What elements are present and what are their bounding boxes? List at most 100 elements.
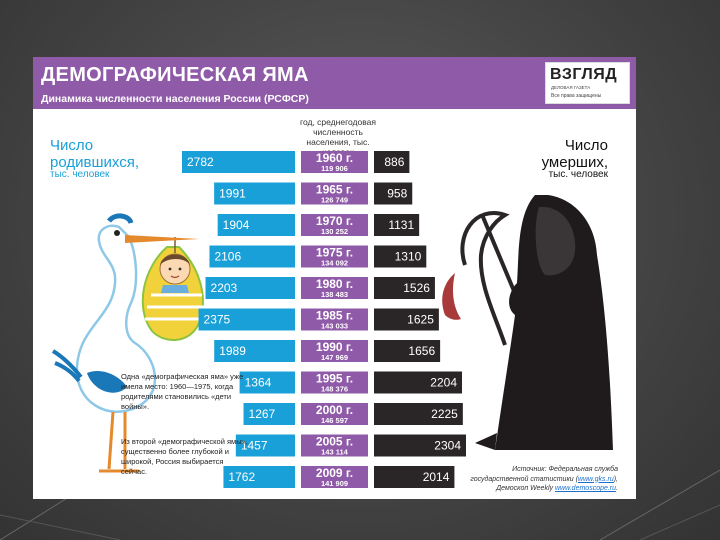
births-bar: [205, 277, 295, 299]
population-label: 138 483: [321, 290, 348, 299]
stork-illustration: [51, 213, 204, 473]
births-bar: [214, 182, 295, 205]
year-label: 1975 г.: [316, 246, 353, 260]
year-box: [301, 403, 368, 425]
population-label: 146 597: [321, 416, 348, 425]
births-bar: [217, 214, 295, 236]
deaths-bar: [374, 434, 466, 457]
year-box: [301, 214, 368, 236]
brand-logo: ВЗГЛЯД ДЕЛОВАЯ ГАЗЕТА Все права защищены: [545, 62, 630, 104]
deaths-value-label: 2204: [430, 376, 457, 390]
deaths-bar: [374, 403, 463, 425]
deaths-value-label: 1656: [408, 344, 435, 358]
births-bar: [235, 434, 295, 457]
brand-rights: Все права защищены: [551, 93, 602, 99]
year-box: [301, 277, 368, 299]
births-value-label: 1267: [249, 407, 276, 421]
year-box: [301, 151, 368, 173]
deaths-value-label: 1625: [407, 313, 434, 327]
grim-reaper-illustration: [442, 195, 613, 450]
population-label: 134 092: [321, 259, 348, 268]
births-unit: тыс. человек: [50, 169, 110, 180]
population-label: 143 033: [321, 322, 348, 331]
deaths-bar: [374, 182, 413, 205]
deaths-value-label: 2014: [423, 470, 450, 484]
population-label: 147 969: [321, 353, 348, 362]
brand-name: ВЗГЛЯД: [550, 66, 618, 83]
births-bar: [243, 403, 295, 425]
deaths-bar: [374, 245, 427, 268]
births-bar: [223, 466, 295, 488]
note-first-pit: Одна «демографическая яма» уже имела мес…: [121, 372, 244, 411]
deaths-bar: [374, 308, 439, 331]
deaths-value-label: 1526: [403, 281, 430, 295]
year-box: [301, 340, 368, 362]
population-label: 148 376: [321, 385, 348, 394]
year-box: [301, 308, 368, 331]
deaths-value-label: 1310: [395, 250, 422, 264]
source-line3-suffix: .: [616, 485, 618, 492]
population-label: 143 114: [321, 448, 349, 457]
births-title-line2: родившихся,: [50, 154, 139, 171]
deaths-bar: [374, 340, 441, 362]
births-value-label: 1989: [219, 344, 246, 358]
deaths-value-label: 886: [384, 155, 404, 169]
source-line2-suffix: ),: [613, 475, 618, 483]
year-label: 2009 г.: [316, 466, 353, 480]
year-box: [301, 434, 368, 457]
deaths-bar: [374, 277, 435, 299]
source-line2: государственной статистики (www.gks.ru),: [470, 475, 618, 485]
year-label: 1980 г.: [316, 277, 353, 291]
births-value-label: 1762: [228, 470, 255, 484]
deaths-value-label: 2225: [431, 407, 458, 421]
births-bar: [182, 151, 295, 173]
gks-link[interactable]: www.gks.ru: [577, 475, 614, 483]
year-label: 1960 г.: [316, 151, 353, 165]
year-label: 1985 г.: [316, 309, 353, 323]
births-value-label: 2782: [187, 155, 214, 169]
deaths-bar: [374, 466, 455, 488]
year-box: [301, 466, 368, 488]
header-banner: ДЕМОГРАФИЧЕСКАЯ ЯМА Динамика численности…: [33, 57, 636, 109]
population-label: 141 909: [321, 479, 348, 488]
source-line2-prefix: государственной статистики (: [470, 475, 578, 483]
births-value-label: 2106: [214, 250, 241, 264]
source-line1: Источник: Федеральная служба: [512, 466, 618, 473]
deaths-bar: [374, 151, 410, 173]
deaths-bar: [374, 214, 420, 236]
births-bar: [209, 245, 295, 268]
year-label: 1965 г.: [316, 183, 353, 197]
deaths-title-line1: Число: [564, 137, 608, 154]
source-line3: Демоскоп Weekly www.demoscope.ru.: [470, 484, 618, 494]
deaths-value-label: 958: [387, 187, 407, 201]
deaths-bar: [374, 371, 463, 394]
births-value-label: 2375: [204, 313, 231, 327]
page-subtitle: Динамика численности населения России (Р…: [41, 93, 309, 105]
deaths-unit: тыс. человек: [548, 169, 608, 180]
population-label: 126 749: [321, 196, 348, 205]
births-title-line1: Число: [50, 137, 94, 154]
deaths-title-line2: умерших,: [541, 154, 608, 171]
brand-tagline: ДЕЛОВАЯ ГАЗЕТА: [551, 85, 591, 90]
page-title: ДЕМОГРАФИЧЕСКАЯ ЯМА: [41, 64, 309, 86]
year-label: 2000 г.: [316, 403, 353, 417]
births-bar: [198, 308, 295, 331]
population-label: 130 252: [321, 227, 348, 236]
births-bar: [214, 340, 295, 362]
births-value-label: 1904: [223, 218, 250, 232]
births-title: Число родившихся,: [50, 137, 139, 171]
year-label: 2005 г.: [316, 435, 353, 449]
year-label: 1970 г.: [316, 214, 353, 228]
year-label: 1990 г.: [316, 340, 353, 354]
year-box: [301, 245, 368, 268]
demoscope-link[interactable]: www.demoscope.ru: [554, 485, 617, 492]
births-deaths-chart: 2782 1960 г.119 906 886 1991 1965 г.126 749 9…: [182, 151, 466, 488]
births-bar: [239, 371, 295, 394]
source-line3-prefix: Демоскоп Weekly: [496, 485, 555, 492]
note-second-pit: Из второй «демографической ямы», существ…: [121, 437, 248, 476]
population-label: 119 906: [321, 164, 348, 173]
year-label: 1995 г.: [316, 372, 353, 386]
year-box: [301, 182, 368, 205]
infographic-slide: ДЕМОГРАФИЧЕСКАЯ ЯМА Динамика численности…: [33, 57, 636, 499]
births-value-label: 1457: [241, 439, 268, 453]
